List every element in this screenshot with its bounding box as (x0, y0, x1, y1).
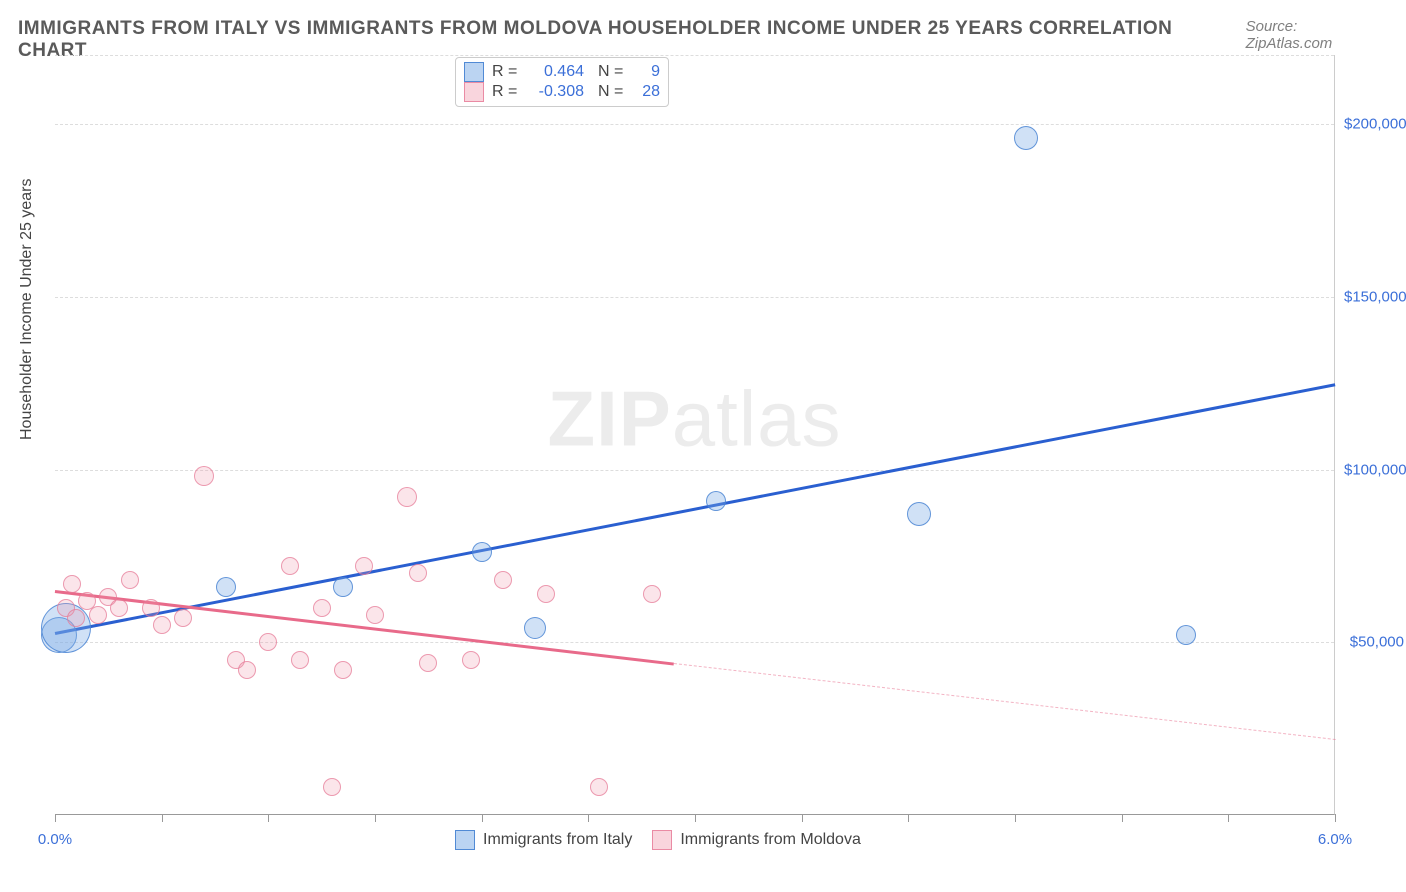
bottom-legend: Immigrants from Italy Immigrants from Mo… (455, 830, 861, 850)
gridline (55, 470, 1334, 471)
x-tick (1015, 814, 1016, 822)
correlation-legend-box: R = 0.464 N = 9 R = -0.308 N = 28 (455, 57, 669, 107)
x-tick (1228, 814, 1229, 822)
data-point (419, 654, 437, 672)
data-point (334, 661, 352, 679)
r-value-italy: 0.464 (526, 63, 584, 81)
x-tick (55, 814, 56, 822)
swatch-blue-icon (464, 62, 484, 82)
data-point (494, 571, 512, 589)
data-point (409, 564, 427, 582)
x-tick-label: 6.0% (1318, 831, 1352, 848)
data-point (537, 585, 555, 603)
gridline (55, 124, 1334, 125)
data-point (259, 633, 277, 651)
data-point (643, 585, 661, 603)
data-point (153, 616, 171, 634)
y-tick-label: $50,000 (1344, 634, 1404, 651)
correlation-row-italy: R = 0.464 N = 9 (464, 62, 660, 82)
correlation-row-moldova: R = -0.308 N = 28 (464, 82, 660, 102)
n-value-moldova: 28 (632, 83, 660, 101)
swatch-blue-icon (455, 830, 475, 850)
x-tick (1335, 814, 1336, 822)
n-label: N = (598, 63, 626, 81)
data-point (110, 599, 128, 617)
data-point (323, 778, 341, 796)
y-axis-title: Householder Income Under 25 years (18, 179, 36, 440)
swatch-pink-icon (652, 830, 672, 850)
trendline-moldova-extrapolated (674, 663, 1335, 740)
r-value-moldova: -0.308 (526, 83, 584, 101)
data-point (194, 466, 214, 486)
data-point (174, 609, 192, 627)
r-label: R = (492, 83, 520, 101)
y-tick-label: $200,000 (1344, 116, 1404, 133)
watermark-rest: atlas (672, 375, 842, 463)
x-tick-label: 0.0% (38, 831, 72, 848)
y-tick-label: $100,000 (1344, 461, 1404, 478)
gridline (55, 55, 1334, 56)
gridline (55, 642, 1334, 643)
x-tick (908, 814, 909, 822)
data-point (67, 609, 85, 627)
data-point (355, 557, 373, 575)
legend-item-italy: Immigrants from Italy (455, 830, 632, 850)
data-point (238, 661, 256, 679)
data-point (216, 577, 236, 597)
data-point (524, 617, 546, 639)
r-label: R = (492, 63, 520, 81)
x-tick (695, 814, 696, 822)
data-point (472, 542, 492, 562)
data-point (281, 557, 299, 575)
plot-area: ZIPatlas R = 0.464 N = 9 R = -0.308 N = … (55, 55, 1335, 815)
data-point (706, 491, 726, 511)
swatch-pink-icon (464, 82, 484, 102)
legend-label-moldova: Immigrants from Moldova (680, 831, 861, 849)
data-point (366, 606, 384, 624)
data-point (142, 599, 160, 617)
source-text: Source: ZipAtlas.com (1246, 18, 1388, 52)
x-tick (268, 814, 269, 822)
gridline (55, 297, 1334, 298)
data-point (89, 606, 107, 624)
trendline-italy (55, 383, 1335, 634)
x-tick (802, 814, 803, 822)
data-point (313, 599, 331, 617)
n-label: N = (598, 83, 626, 101)
data-point (907, 502, 931, 526)
x-tick (1122, 814, 1123, 822)
watermark: ZIPatlas (547, 374, 841, 465)
data-point (590, 778, 608, 796)
n-value-italy: 9 (632, 63, 660, 81)
data-point (397, 487, 417, 507)
data-point (121, 571, 139, 589)
data-point (1176, 625, 1196, 645)
data-point (1014, 126, 1038, 150)
x-tick (588, 814, 589, 822)
data-point (333, 577, 353, 597)
watermark-bold: ZIP (547, 375, 671, 463)
x-tick (375, 814, 376, 822)
data-point (291, 651, 309, 669)
x-tick (162, 814, 163, 822)
y-tick-label: $150,000 (1344, 288, 1404, 305)
legend-item-moldova: Immigrants from Moldova (652, 830, 861, 850)
data-point (63, 575, 81, 593)
legend-label-italy: Immigrants from Italy (483, 831, 632, 849)
data-point (462, 651, 480, 669)
x-tick (482, 814, 483, 822)
